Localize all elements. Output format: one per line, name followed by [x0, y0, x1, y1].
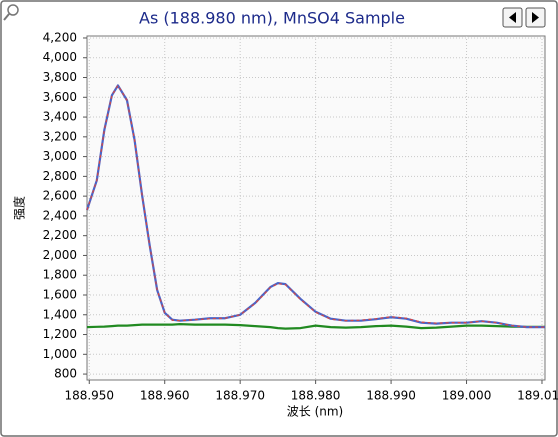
series-line: [86, 84, 545, 328]
y-tick-label: 3,400: [43, 110, 77, 124]
chart-title: As (188.980 nm), MnSO4 Sample: [139, 9, 405, 28]
y-tick-label: 4,000: [43, 50, 77, 64]
y-tick-label: 2,000: [43, 248, 77, 262]
next-button[interactable]: [525, 7, 546, 28]
x-tick-label: 188.950: [64, 389, 114, 403]
x-tick-label: 188.980: [291, 389, 341, 403]
y-tick-label: 3,200: [43, 129, 77, 143]
x-tick-label: 188.960: [140, 389, 190, 403]
prev-button[interactable]: [502, 7, 523, 28]
zoom-icon[interactable]: [3, 4, 19, 21]
y-tick-label: 1,400: [43, 307, 77, 321]
y-tick-label: 1,800: [43, 268, 77, 282]
y-tick-label: 4,200: [43, 30, 77, 44]
y-tick-label: 2,200: [43, 228, 77, 242]
y-tick-label: 3,600: [43, 90, 77, 104]
x-tick-label: 188.990: [366, 389, 416, 403]
x-tick-label: 189.000: [442, 389, 492, 403]
y-tick-label: 2,400: [43, 208, 77, 222]
y-tick-label: 1,600: [43, 287, 77, 301]
y-tick-label: 1,200: [43, 327, 77, 341]
x-tick-label: 188.970: [215, 389, 265, 403]
y-axis-label: 强度: [12, 196, 27, 220]
series-line: [86, 323, 545, 330]
y-tick-label: 1,000: [43, 347, 77, 361]
x-tick-label: 189.010: [517, 389, 558, 403]
x-axis-label: 波长 (nm): [287, 405, 343, 419]
y-tick-label: 3,000: [43, 149, 77, 163]
y-tick-label: 800: [54, 367, 77, 381]
y-tick-label: 2,800: [43, 169, 77, 183]
y-tick-label: 3,800: [43, 70, 77, 84]
y-tick-label: 2,600: [43, 189, 77, 203]
